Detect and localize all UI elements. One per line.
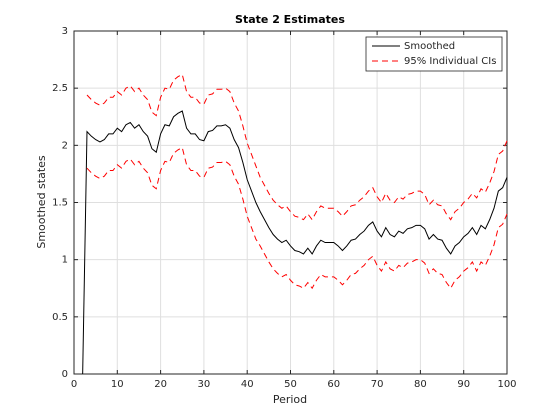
x-tick-label: 50 — [284, 379, 297, 390]
y-axis-label: Smoothed states — [35, 155, 48, 249]
y-tick-label: 1 — [62, 255, 68, 266]
legend: Smoothed 95% Individual CIs — [365, 36, 503, 72]
x-tick-label: 0 — [71, 379, 77, 390]
y-tick-label: 2 — [62, 140, 68, 151]
legend-box — [365, 36, 503, 72]
y-tick-label: 2.5 — [52, 83, 68, 94]
series-line — [82, 110, 508, 375]
y-tick-label: 0.5 — [52, 312, 68, 323]
legend-label: Smoothed — [404, 41, 455, 52]
x-tick-label: 20 — [154, 379, 167, 390]
series-line — [86, 73, 508, 221]
x-tick-label: 60 — [327, 379, 340, 390]
legend-label: 95% Individual CIs — [404, 56, 496, 67]
x-tick-label: 70 — [371, 379, 384, 390]
y-tick-label: 1.5 — [52, 198, 68, 209]
y-tick-label: 0 — [62, 369, 68, 380]
series-line — [86, 146, 508, 290]
chart-title: State 2 Estimates — [235, 13, 345, 26]
x-tick-label: 30 — [198, 379, 211, 390]
y-tick-label: 3 — [62, 26, 68, 37]
x-axis-label: Period — [273, 393, 307, 406]
x-tick-label: 10 — [111, 379, 124, 390]
x-tick-label: 90 — [457, 379, 470, 390]
x-tick-label: 80 — [414, 379, 427, 390]
x-tick-label: 40 — [241, 379, 254, 390]
x-tick-label: 100 — [497, 379, 516, 390]
axes-box — [73, 30, 508, 375]
